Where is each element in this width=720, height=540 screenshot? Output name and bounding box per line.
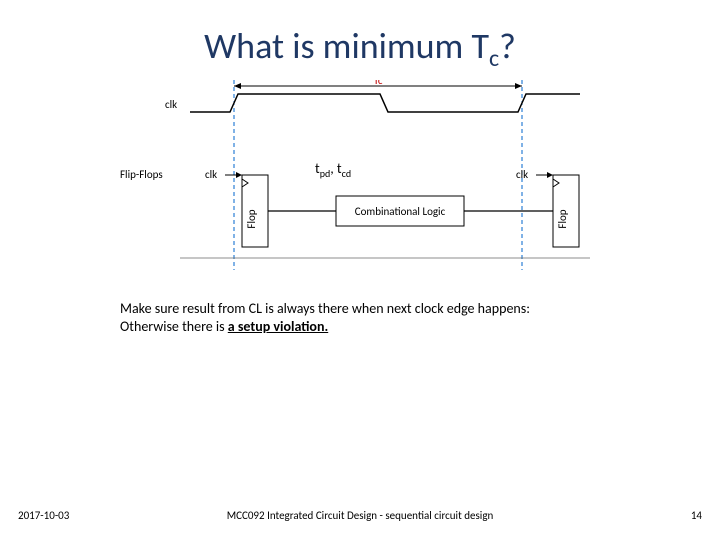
slide-title: What is minimum Tc?	[0, 24, 720, 73]
body-text: Make sure result from CL is always there…	[120, 300, 640, 336]
title-subscript: c	[489, 44, 499, 73]
title-suffix: ?	[499, 24, 516, 68]
svg-text:Flop: Flop	[556, 209, 569, 228]
body-line2-underline: a setup violation.	[228, 318, 328, 335]
svg-text:Flop: Flop	[245, 209, 258, 228]
footer-center: MCC092 Integrated Circuit Design - seque…	[0, 509, 720, 522]
svg-text:Tc: Tc	[373, 80, 382, 87]
svg-text:Flip-Flops: Flip-Flops	[120, 168, 163, 181]
svg-text:Combinational Logic: Combinational Logic	[355, 205, 446, 218]
tpd-sub: pd	[320, 167, 331, 180]
title-prefix: What is minimum T	[204, 24, 489, 68]
body-line2-pre: Otherwise there is	[120, 318, 228, 335]
svg-text:clk: clk	[516, 168, 528, 181]
diagram-svg: Tc clk Flip-Flops clk clk Flop Flop Combination…	[120, 80, 600, 270]
svg-text:clk: clk	[205, 168, 217, 181]
timing-diagram: Tc clk Flip-Flops clk clk Flop Flop Combination…	[120, 80, 600, 270]
tpd-tcd-annotation: tpd, tcd	[315, 160, 351, 180]
body-line1: Make sure result from CL is always there…	[120, 300, 530, 317]
annot-sep: ,	[330, 160, 337, 177]
tcd-sub: cd	[342, 167, 351, 180]
footer-page: 14	[691, 509, 702, 522]
svg-text:clk: clk	[165, 98, 177, 111]
